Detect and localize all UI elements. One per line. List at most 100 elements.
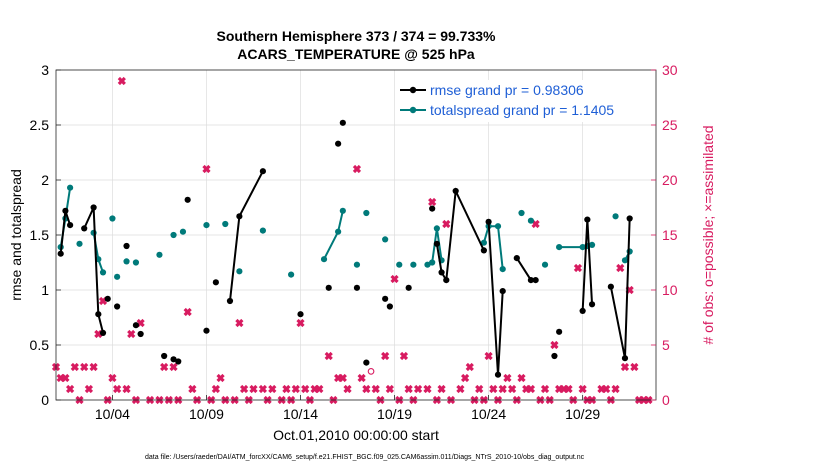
rmse-point bbox=[335, 140, 342, 147]
obs-assimilated-marker bbox=[442, 219, 451, 229]
spread-point bbox=[527, 217, 535, 224]
obs-assimilated-marker bbox=[517, 373, 526, 383]
obs-assimilated-marker bbox=[508, 384, 517, 394]
spread-line-segment bbox=[482, 225, 504, 270]
rmse-point bbox=[161, 352, 168, 360]
rmse-point bbox=[339, 119, 346, 126]
obs-assimilated-marker bbox=[573, 263, 583, 273]
legend-rmse-label: rmse grand pr = 0.98306 bbox=[430, 82, 584, 98]
spread-point bbox=[99, 269, 107, 276]
legend: rmse grand pr = 0.98306 totalspread gran… bbox=[396, 80, 649, 122]
right-tick-label: 30 bbox=[662, 62, 678, 78]
chart-title: Southern Hemisphere 373 / 374 = 99.733% bbox=[217, 28, 497, 44]
obs-assimilated-marker bbox=[484, 351, 493, 361]
obs-assimilated-marker bbox=[498, 384, 507, 394]
legend-box bbox=[396, 80, 649, 122]
rmse-point bbox=[494, 371, 502, 378]
obs-assimilated-marker bbox=[630, 362, 639, 372]
spread-point bbox=[156, 251, 163, 258]
rmse-point bbox=[57, 250, 64, 257]
right-axis-label: # of obs: o=possible; ×=assimilated bbox=[700, 125, 716, 344]
obs-assimilated-marker bbox=[80, 362, 89, 372]
spread-point bbox=[288, 271, 295, 278]
rmse-point bbox=[114, 303, 121, 310]
rmse-point bbox=[184, 196, 191, 203]
obs-assimilated-marker bbox=[578, 384, 587, 394]
spread-point bbox=[429, 259, 436, 266]
spread-point bbox=[579, 244, 586, 251]
obs-assimilated-marker bbox=[503, 373, 512, 383]
obs-assimilated-marker bbox=[113, 384, 122, 394]
spread-point bbox=[556, 244, 563, 251]
x-axis-label: Oct.01,2010 00:00:00 start bbox=[273, 427, 439, 443]
x-tick-label: 10/09 bbox=[189, 406, 224, 422]
right-tick-label: 15 bbox=[662, 227, 678, 243]
right-tick-label: 0 bbox=[662, 392, 670, 408]
obs-assimilated-marker bbox=[188, 384, 197, 394]
obs-assimilated-marker bbox=[258, 384, 267, 394]
obs-assimilated-marker bbox=[84, 384, 94, 394]
rmse-point bbox=[527, 277, 535, 284]
rmse-point bbox=[405, 284, 412, 291]
rmse-point bbox=[386, 303, 393, 310]
spread-point bbox=[353, 261, 361, 268]
rmse-point bbox=[353, 284, 361, 291]
spread-point bbox=[76, 240, 83, 247]
obs-assimilated-marker bbox=[315, 384, 324, 394]
x-tick-label: 10/14 bbox=[283, 406, 318, 422]
spread-point bbox=[363, 209, 370, 217]
obs-assimilated-marker bbox=[611, 384, 620, 394]
obs-assimilated-marker bbox=[564, 384, 573, 394]
obs-assimilated-marker bbox=[352, 164, 362, 174]
spread-point bbox=[67, 184, 74, 191]
rmse-point bbox=[621, 355, 629, 362]
rmse-point bbox=[99, 329, 107, 336]
spread-point bbox=[612, 213, 619, 220]
legend-rmse-marker bbox=[409, 86, 417, 94]
spread-point bbox=[494, 223, 502, 230]
left-tick-label: 2.5 bbox=[30, 117, 50, 133]
rmse-point bbox=[81, 225, 88, 232]
rmse-point bbox=[433, 240, 440, 247]
obs-assimilated-marker bbox=[390, 274, 399, 284]
obs-assimilated-marker bbox=[475, 384, 484, 394]
rmse-line-segment bbox=[83, 207, 104, 334]
rmse-point bbox=[62, 207, 69, 214]
x-tick-label: 10/19 bbox=[377, 406, 412, 422]
spread-point bbox=[222, 220, 229, 228]
rmse-point bbox=[480, 247, 487, 254]
spread-point bbox=[410, 261, 417, 268]
obs-assimilated-marker bbox=[296, 318, 305, 328]
obs-assimilated-marker bbox=[249, 384, 258, 394]
spread-point bbox=[480, 239, 487, 246]
obs-assimilated-marker bbox=[268, 384, 277, 394]
right-tick-label: 5 bbox=[662, 337, 670, 353]
rmse-point bbox=[532, 277, 539, 284]
obs-assimilated-marker bbox=[460, 373, 470, 383]
rmse-point bbox=[170, 356, 177, 363]
obs-assimilated-marker bbox=[381, 351, 390, 361]
obs-assimilated-marker bbox=[362, 384, 371, 394]
rmse-point bbox=[67, 222, 74, 229]
rmse-point bbox=[438, 269, 445, 276]
obs-assimilated-marker bbox=[456, 384, 465, 394]
obs-assimilated-marker bbox=[324, 351, 333, 361]
obs-assimilated-marker bbox=[301, 384, 310, 394]
right-tick-label: 20 bbox=[662, 172, 678, 188]
left-tick-label: 0.5 bbox=[30, 337, 50, 353]
x-tick-label: 10/29 bbox=[565, 406, 600, 422]
obs-assimilated-marker bbox=[357, 373, 366, 383]
spread-point bbox=[621, 257, 629, 264]
obs-assimilated-marker bbox=[437, 384, 446, 394]
spread-point bbox=[339, 207, 346, 214]
obs-assimilated-marker bbox=[282, 384, 291, 394]
rmse-point bbox=[452, 187, 459, 195]
spread-point bbox=[518, 209, 525, 217]
rmse-point bbox=[90, 204, 97, 211]
obs-assimilated-marker bbox=[465, 362, 474, 372]
obs-assimilated-marker bbox=[89, 362, 98, 372]
rmse-point bbox=[626, 215, 633, 222]
obs-assimilated-marker bbox=[413, 384, 423, 394]
obs-assimilated-marker bbox=[404, 384, 413, 394]
rmse-point bbox=[259, 168, 266, 175]
